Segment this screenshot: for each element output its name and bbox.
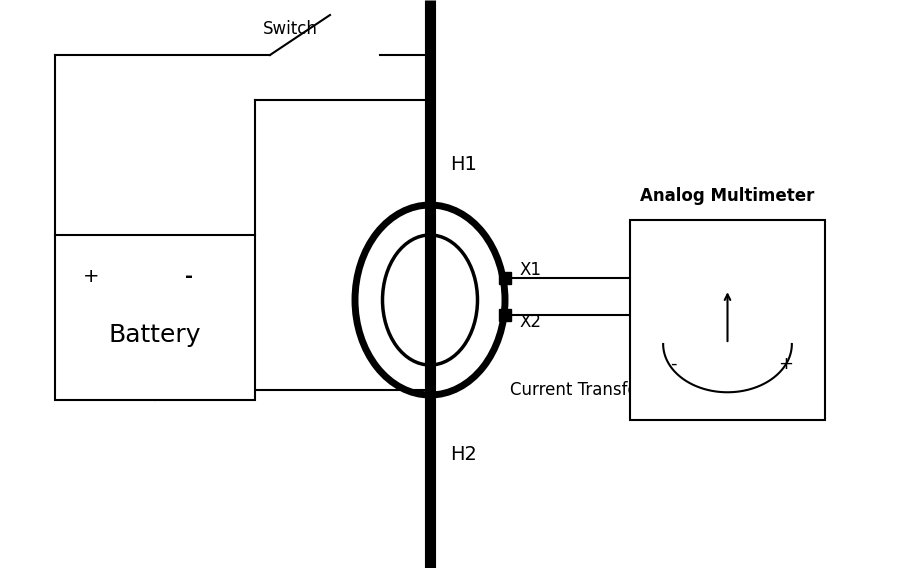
Text: Current Transformer: Current Transformer (509, 381, 677, 399)
Text: H1: H1 (449, 156, 476, 174)
Bar (630, 220, 824, 420)
Text: +: + (778, 355, 793, 373)
Text: H2: H2 (449, 445, 476, 465)
Text: +: + (83, 267, 99, 286)
Text: X2: X2 (519, 313, 541, 331)
Text: -: - (185, 267, 193, 286)
Text: X1: X1 (519, 261, 541, 279)
Bar (498, 309, 510, 321)
Text: -: - (669, 355, 675, 373)
Text: Switch: Switch (262, 20, 317, 38)
Bar (55, 235, 255, 400)
Text: Analog Multimeter: Analog Multimeter (640, 187, 814, 205)
Text: Battery: Battery (108, 323, 201, 347)
Ellipse shape (382, 235, 477, 365)
Bar (498, 272, 510, 284)
